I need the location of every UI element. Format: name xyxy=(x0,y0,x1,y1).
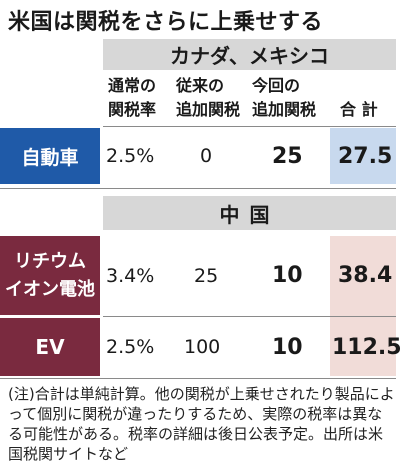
lithium-current-tariff: 10 xyxy=(272,263,303,288)
divider xyxy=(103,316,396,317)
page-title: 米国は関税をさらに上乗せする xyxy=(8,10,324,35)
divider xyxy=(0,188,396,189)
total-highlight-china xyxy=(330,236,396,376)
header-previous-tariff: 従来の 追加関税 xyxy=(176,76,241,119)
footnote: (注)合計は単純計算。他の関税が上乗せされたり製品によって個別に関税が違ったりす… xyxy=(8,385,395,463)
lithium-total: 38.4 xyxy=(338,263,393,288)
group-header-china: 中国 xyxy=(103,196,396,230)
row-label-lithium-battery: リチウム イオン電池 xyxy=(0,236,100,315)
total-highlight-car xyxy=(330,128,396,184)
row-label-ev: EV xyxy=(0,318,100,376)
header-normal-rate: 通常の 関税率 xyxy=(108,76,157,119)
car-current-tariff: 25 xyxy=(272,143,303,169)
ev-normal-rate: 2.5% xyxy=(106,336,155,358)
car-previous-tariff: 0 xyxy=(200,145,213,167)
car-total: 27.5 xyxy=(338,143,393,169)
divider xyxy=(0,378,396,379)
car-normal-rate: 2.5% xyxy=(106,145,155,167)
header-total: 合 計 xyxy=(340,100,378,119)
ev-previous-tariff: 100 xyxy=(184,336,221,358)
row-label-car: 自動車 xyxy=(0,128,100,184)
ev-current-tariff: 10 xyxy=(272,334,303,360)
lithium-previous-tariff: 25 xyxy=(194,264,219,287)
divider xyxy=(103,126,396,127)
lithium-normal-rate: 3.4% xyxy=(106,264,155,287)
ev-total: 112.5 xyxy=(332,334,400,360)
header-current-tariff: 今回の 追加関税 xyxy=(252,76,317,119)
group-header-canada-mexico: カナダ、メキシコ xyxy=(103,39,396,70)
